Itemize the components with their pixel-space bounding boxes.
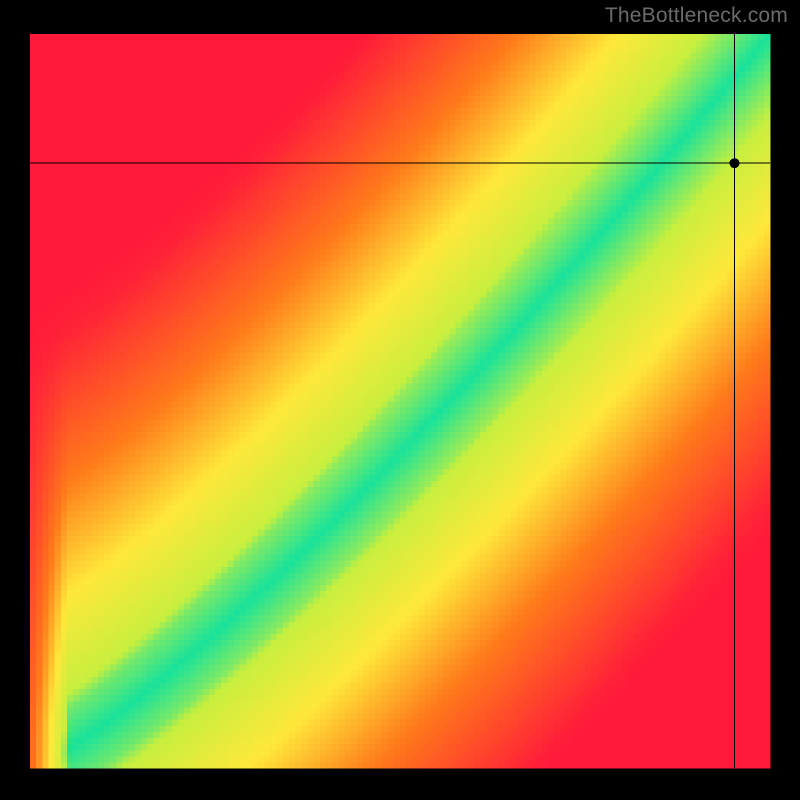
chart-container: TheBottleneck.com [0, 0, 800, 800]
heatmap-cells [30, 34, 771, 769]
bottleneck-heatmap [0, 0, 800, 800]
watermark-label: TheBottleneck.com [605, 4, 788, 28]
crosshair-dot [729, 158, 739, 168]
